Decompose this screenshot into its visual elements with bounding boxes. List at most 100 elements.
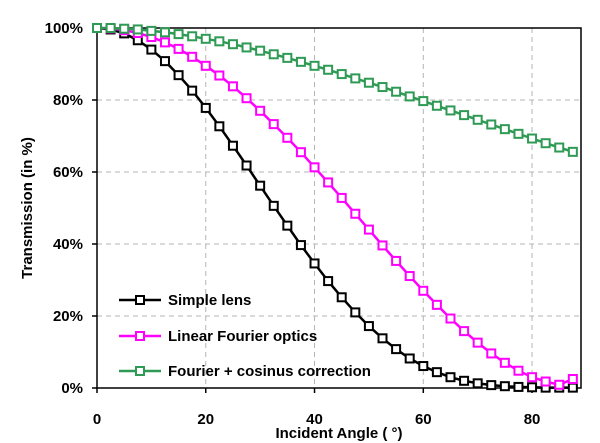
data-point [119,23,130,34]
legend-label-fourier-cosinus-correction: Fourier + cosinus correction [168,363,371,380]
data-point [377,333,388,344]
data-point [363,224,374,235]
data-point [540,138,551,149]
data-point [336,69,347,80]
legend-label-simple-lens: Simple lens [168,292,251,309]
data-point [445,372,456,383]
data-point [363,77,374,88]
y-tick-label: 60% [53,164,83,181]
data-point [241,93,252,104]
x-tick-label: 0 [93,411,101,428]
axis-ticks [92,27,533,393]
data-point [431,367,442,378]
data-point [159,27,170,38]
data-point [350,307,361,318]
data-point [472,337,483,348]
data-point [323,64,334,75]
data-point [567,146,578,157]
data-point [146,44,157,55]
data-point [445,313,456,324]
data-point [187,85,198,96]
y-tick-label: 20% [53,308,83,325]
data-point [323,177,334,188]
x-tick-label: 60 [415,411,432,428]
data-point [336,192,347,203]
data-point [255,45,266,56]
data-point [377,82,388,93]
legend-entry-fourier-cosinus-correction: Fourier + cosinus correction [119,363,371,380]
data-point [200,60,211,71]
data-point [350,208,361,219]
data-point [391,344,402,355]
legend-label-linear-fourier-optics: Linear Fourier optics [168,328,317,345]
data-point [309,258,320,269]
data-point [241,42,252,53]
data-point [513,128,524,139]
y-tick-label: 0% [61,380,83,397]
data-point [486,348,497,359]
data-point [459,375,470,386]
data-point [187,31,198,42]
plot-frame [96,27,582,389]
data-point [350,73,361,84]
series-layer [92,23,578,393]
data-point [404,353,415,364]
data-point [567,374,578,384]
legend: Simple lens Linear Fourier optics Fourie… [119,292,371,380]
data-point [377,240,388,251]
data-point [567,382,578,393]
data-point [554,142,565,153]
data-point [418,96,429,107]
data-point [527,382,538,393]
data-point [404,91,415,102]
grid [97,27,581,388]
data-point [472,114,483,125]
data-point [295,240,306,251]
data-point [227,81,238,92]
data-point [404,271,415,282]
series-1 [92,23,578,390]
data-point [540,376,551,387]
x-axis-title: Incident Angle ( °) [275,425,402,442]
data-point [554,379,565,390]
data-point [268,119,279,130]
data-point [146,25,157,36]
data-point [363,321,374,332]
data-point [445,105,456,116]
data-point [391,86,402,97]
data-point [459,326,470,337]
y-axis-tick-labels: 0% 20% 40% 60% 80% 100% [45,20,83,397]
series-2 [92,23,578,157]
data-point [227,140,238,151]
data-point [513,381,524,392]
x-tick-label: 40 [306,411,323,428]
legend-entry-linear-fourier-optics: Linear Fourier optics [119,328,317,345]
data-point [268,200,279,211]
data-point [295,147,306,158]
data-point [268,49,279,60]
data-point [241,160,252,171]
data-point [486,119,497,130]
data-point [282,132,293,143]
data-point [173,70,184,81]
data-point [499,381,510,392]
data-point [459,110,470,121]
data-point [513,365,524,376]
data-point [295,56,306,67]
data-point [105,23,116,33]
data-point [418,361,429,372]
x-tick-label: 20 [197,411,214,428]
data-point [499,357,510,368]
y-tick-label: 100% [45,20,83,37]
data-point [187,51,198,62]
x-tick-label: 80 [524,411,541,428]
data-point [527,372,538,383]
data-point [323,276,334,287]
x-axis-tick-labels: 0 20 40 60 80 [93,411,541,428]
data-point [159,56,170,67]
data-point [227,39,238,50]
legend-entry-simple-lens: Simple lens [119,292,251,309]
data-point [418,285,429,296]
data-point [214,36,225,47]
